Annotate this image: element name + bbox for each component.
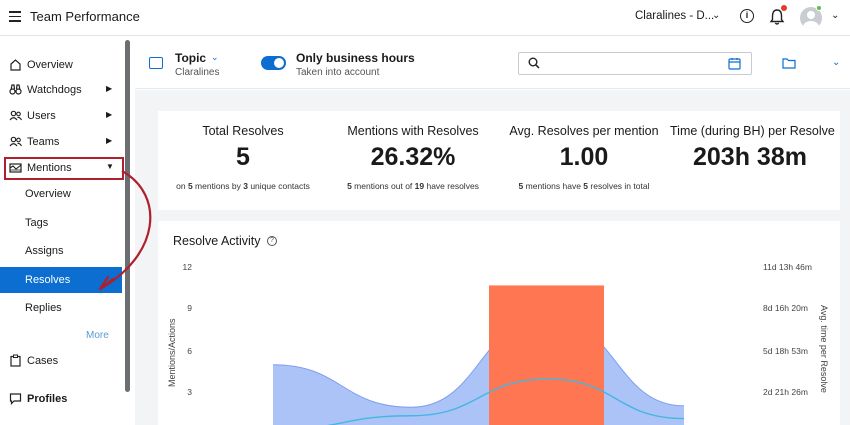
caret-right-icon: ▶: [106, 84, 113, 93]
right-axis-tick: 2d 21h 26m: [763, 387, 808, 397]
help-icon[interactable]: ?: [267, 236, 277, 246]
left-axis-tick: 3: [187, 387, 192, 397]
chat-icon: [149, 57, 163, 69]
search-input[interactable]: [518, 52, 752, 75]
teams-icon: [9, 136, 22, 147]
left-axis-title: Mentions/Actions: [167, 318, 177, 387]
kpi-value: 5: [236, 143, 250, 171]
kpi-total-resolves: Total Resolves 5 on 5 mentions by 3 uniq…: [158, 111, 328, 191]
binoculars-icon: [9, 84, 22, 95]
caret-right-icon: ▶: [106, 136, 113, 145]
sidebar-subitem-tags[interactable]: Tags: [0, 210, 122, 236]
bar: [489, 285, 604, 425]
filter-bar: Topic ⌄ Claralines Only business hours T…: [135, 37, 850, 89]
sidebar-item-label: Profiles: [27, 393, 68, 405]
left-axis-tick: 12: [183, 262, 193, 272]
menu-icon[interactable]: [9, 11, 21, 22]
more-link[interactable]: More: [86, 330, 109, 341]
sidebar-item-label: Cases: [27, 355, 59, 367]
folder-icon[interactable]: [782, 58, 796, 69]
toggle-label: Only business hours: [296, 51, 415, 65]
kpi-value: 1.00: [559, 143, 609, 171]
app-title: Team Performance: [30, 9, 140, 24]
chart-title: Resolve Activity: [173, 234, 261, 248]
topic-value: Claralines: [175, 67, 220, 78]
info-icon[interactable]: i: [740, 9, 754, 23]
users-icon: [9, 110, 22, 121]
kpi-note: 5 mentions out of 19 have resolves: [347, 181, 479, 191]
sidebar-subitem-label: Resolves: [25, 274, 71, 286]
sidebar-item-users[interactable]: Users ▶: [0, 105, 122, 127]
right-axis-title: Avg. time per Resolve: [819, 305, 829, 393]
annotation-highlight: [4, 157, 124, 180]
sidebar-item-label: Overview: [27, 59, 73, 71]
left-axis-tick: 6: [187, 346, 192, 356]
topic-selector[interactable]: Topic: [175, 51, 207, 65]
left-axis-tick: 9: [187, 303, 192, 313]
sidebar-subitem-label: Tags: [25, 217, 49, 229]
chevron-down-icon[interactable]: ⌄: [832, 57, 841, 68]
kpi-value: 203h 38m: [693, 143, 807, 171]
project-selector[interactable]: Claralines - D...: [635, 10, 715, 22]
sidebar-item-profiles[interactable]: Profiles: [0, 388, 122, 410]
right-axis-tick: 8d 16h 20m: [763, 303, 808, 313]
sidebar-subitem-replies[interactable]: Replies: [0, 295, 122, 321]
kpi-note: 5 mentions have 5 resolves in total: [518, 181, 650, 191]
chart-canvas: Mentions/Actions Avg. time per Resolve 1…: [167, 262, 829, 425]
toggle-sublabel: Taken into account: [296, 67, 380, 78]
chat-icon: [9, 393, 22, 405]
kpi-title: Time (during BH) per Resolve: [670, 124, 835, 138]
chevron-down-icon[interactable]: ⌄: [211, 52, 219, 62]
sidebar-item-watchdogs[interactable]: Watchdogs ▶: [0, 79, 122, 101]
right-axis-tick: 11d 13h 46m: [763, 262, 812, 272]
kpi-card: Total Resolves 5 on 5 mentions by 3 uniq…: [158, 111, 840, 210]
main-content: Total Resolves 5 on 5 mentions by 3 uniq…: [135, 90, 850, 425]
chart-marks: [272, 285, 685, 425]
kpi-title: Avg. Resolves per mention: [509, 124, 659, 138]
sidebar-subitem-label: Replies: [25, 302, 62, 314]
toggle-knob: [274, 58, 284, 68]
kpi-title: Total Resolves: [202, 124, 284, 138]
home-icon: [10, 59, 21, 71]
sidebar-item-mentions[interactable]: Mentions ▼: [0, 157, 122, 179]
caret-right-icon: ▶: [106, 110, 113, 119]
kpi-mentions-with-resolves: Mentions with Resolves 26.32% 5 mentions…: [328, 111, 498, 191]
avatar[interactable]: [800, 7, 822, 29]
area-series-outline: [272, 317, 685, 408]
kpi-time-per-resolve: Time (during BH) per Resolve 203h 38m: [668, 111, 840, 172]
sidebar-subitem-assigns[interactable]: Assigns: [0, 238, 122, 264]
business-hours-toggle[interactable]: [261, 56, 286, 70]
chevron-down-icon[interactable]: ⌄: [831, 10, 840, 21]
line-series: [327, 378, 685, 425]
top-bar: Team Performance Claralines - D... ⌄ i ⌄: [0, 0, 850, 36]
sidebar-item-teams[interactable]: Teams ▶: [0, 131, 122, 153]
resolve-activity-chart: Resolve Activity ? Mentions/Actions Avg.…: [158, 221, 840, 425]
sidebar: Overview Watchdogs ▶ Users ▶ Teams ▶ Men…: [0, 37, 122, 425]
sidebar-subitem-label: Overview: [25, 188, 71, 200]
right-axis-tick: 5d 18h 53m: [763, 346, 808, 356]
search-icon: [528, 57, 540, 69]
sidebar-item-overview[interactable]: Overview: [0, 54, 122, 76]
online-status-dot: [816, 5, 822, 11]
sidebar-scrollbar[interactable]: [125, 40, 130, 392]
clipboard-icon: [10, 354, 21, 367]
kpi-title: Mentions with Resolves: [347, 124, 479, 138]
sidebar-subitem-overview[interactable]: Overview: [0, 181, 122, 207]
calendar-icon[interactable]: [728, 57, 741, 70]
sidebar-item-label: Mentions: [27, 162, 72, 174]
sidebar-item-label: Watchdogs: [27, 84, 82, 96]
notification-badge: [781, 5, 787, 11]
caret-down-icon: ▼: [106, 162, 114, 171]
sidebar-item-cases[interactable]: Cases: [0, 350, 122, 372]
sidebar-item-label: Teams: [27, 136, 60, 148]
sidebar-item-label: Users: [27, 110, 56, 122]
mentions-icon: [9, 163, 22, 173]
kpi-avg-resolves-per-mention: Avg. Resolves per mention 1.00 5 mention…: [498, 111, 670, 191]
chevron-down-icon[interactable]: ⌄: [712, 10, 721, 21]
sidebar-subitem-label: Assigns: [25, 245, 64, 257]
kpi-note: on 5 mentions by 3 unique contacts: [176, 181, 310, 191]
bell-icon[interactable]: [769, 8, 785, 26]
kpi-value: 26.32%: [370, 143, 456, 171]
